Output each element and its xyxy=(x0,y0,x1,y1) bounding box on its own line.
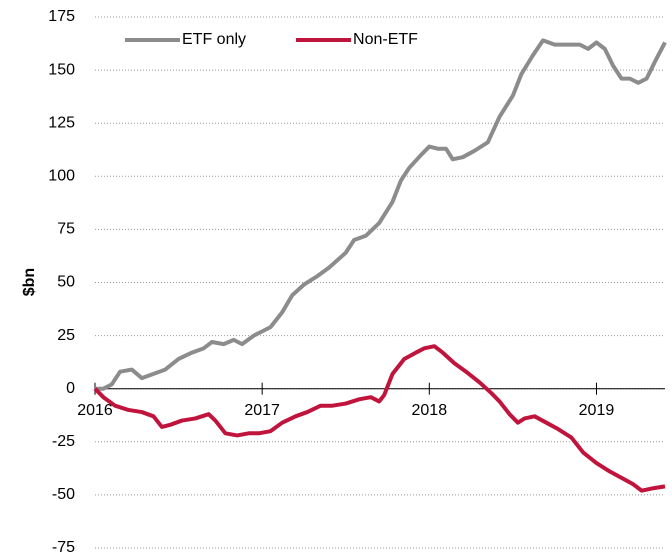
y-axis-label: $bn xyxy=(21,268,38,296)
legend-label: Non-ETF xyxy=(353,31,418,48)
x-tick-label: 2016 xyxy=(77,402,113,419)
y-tick-label: 25 xyxy=(57,327,75,344)
series-line xyxy=(95,38,667,391)
y-tick-label: 75 xyxy=(57,221,75,238)
y-tick-label: -50 xyxy=(52,486,75,503)
y-tick-label: 0 xyxy=(66,380,75,397)
y-tick-label: 175 xyxy=(48,8,75,25)
legend-label: ETF only xyxy=(182,31,246,48)
y-tick-label: -75 xyxy=(52,539,75,556)
y-tick-label: 150 xyxy=(48,61,75,78)
y-tick-label: 100 xyxy=(48,168,75,185)
y-tick-label: 50 xyxy=(57,274,75,291)
x-tick-label: 2017 xyxy=(244,402,280,419)
series-line xyxy=(93,344,666,493)
y-tick-label: 125 xyxy=(48,114,75,131)
y-tick-label: -25 xyxy=(52,433,75,450)
x-tick-label: 2019 xyxy=(579,402,615,419)
x-tick-label: 2018 xyxy=(412,402,448,419)
